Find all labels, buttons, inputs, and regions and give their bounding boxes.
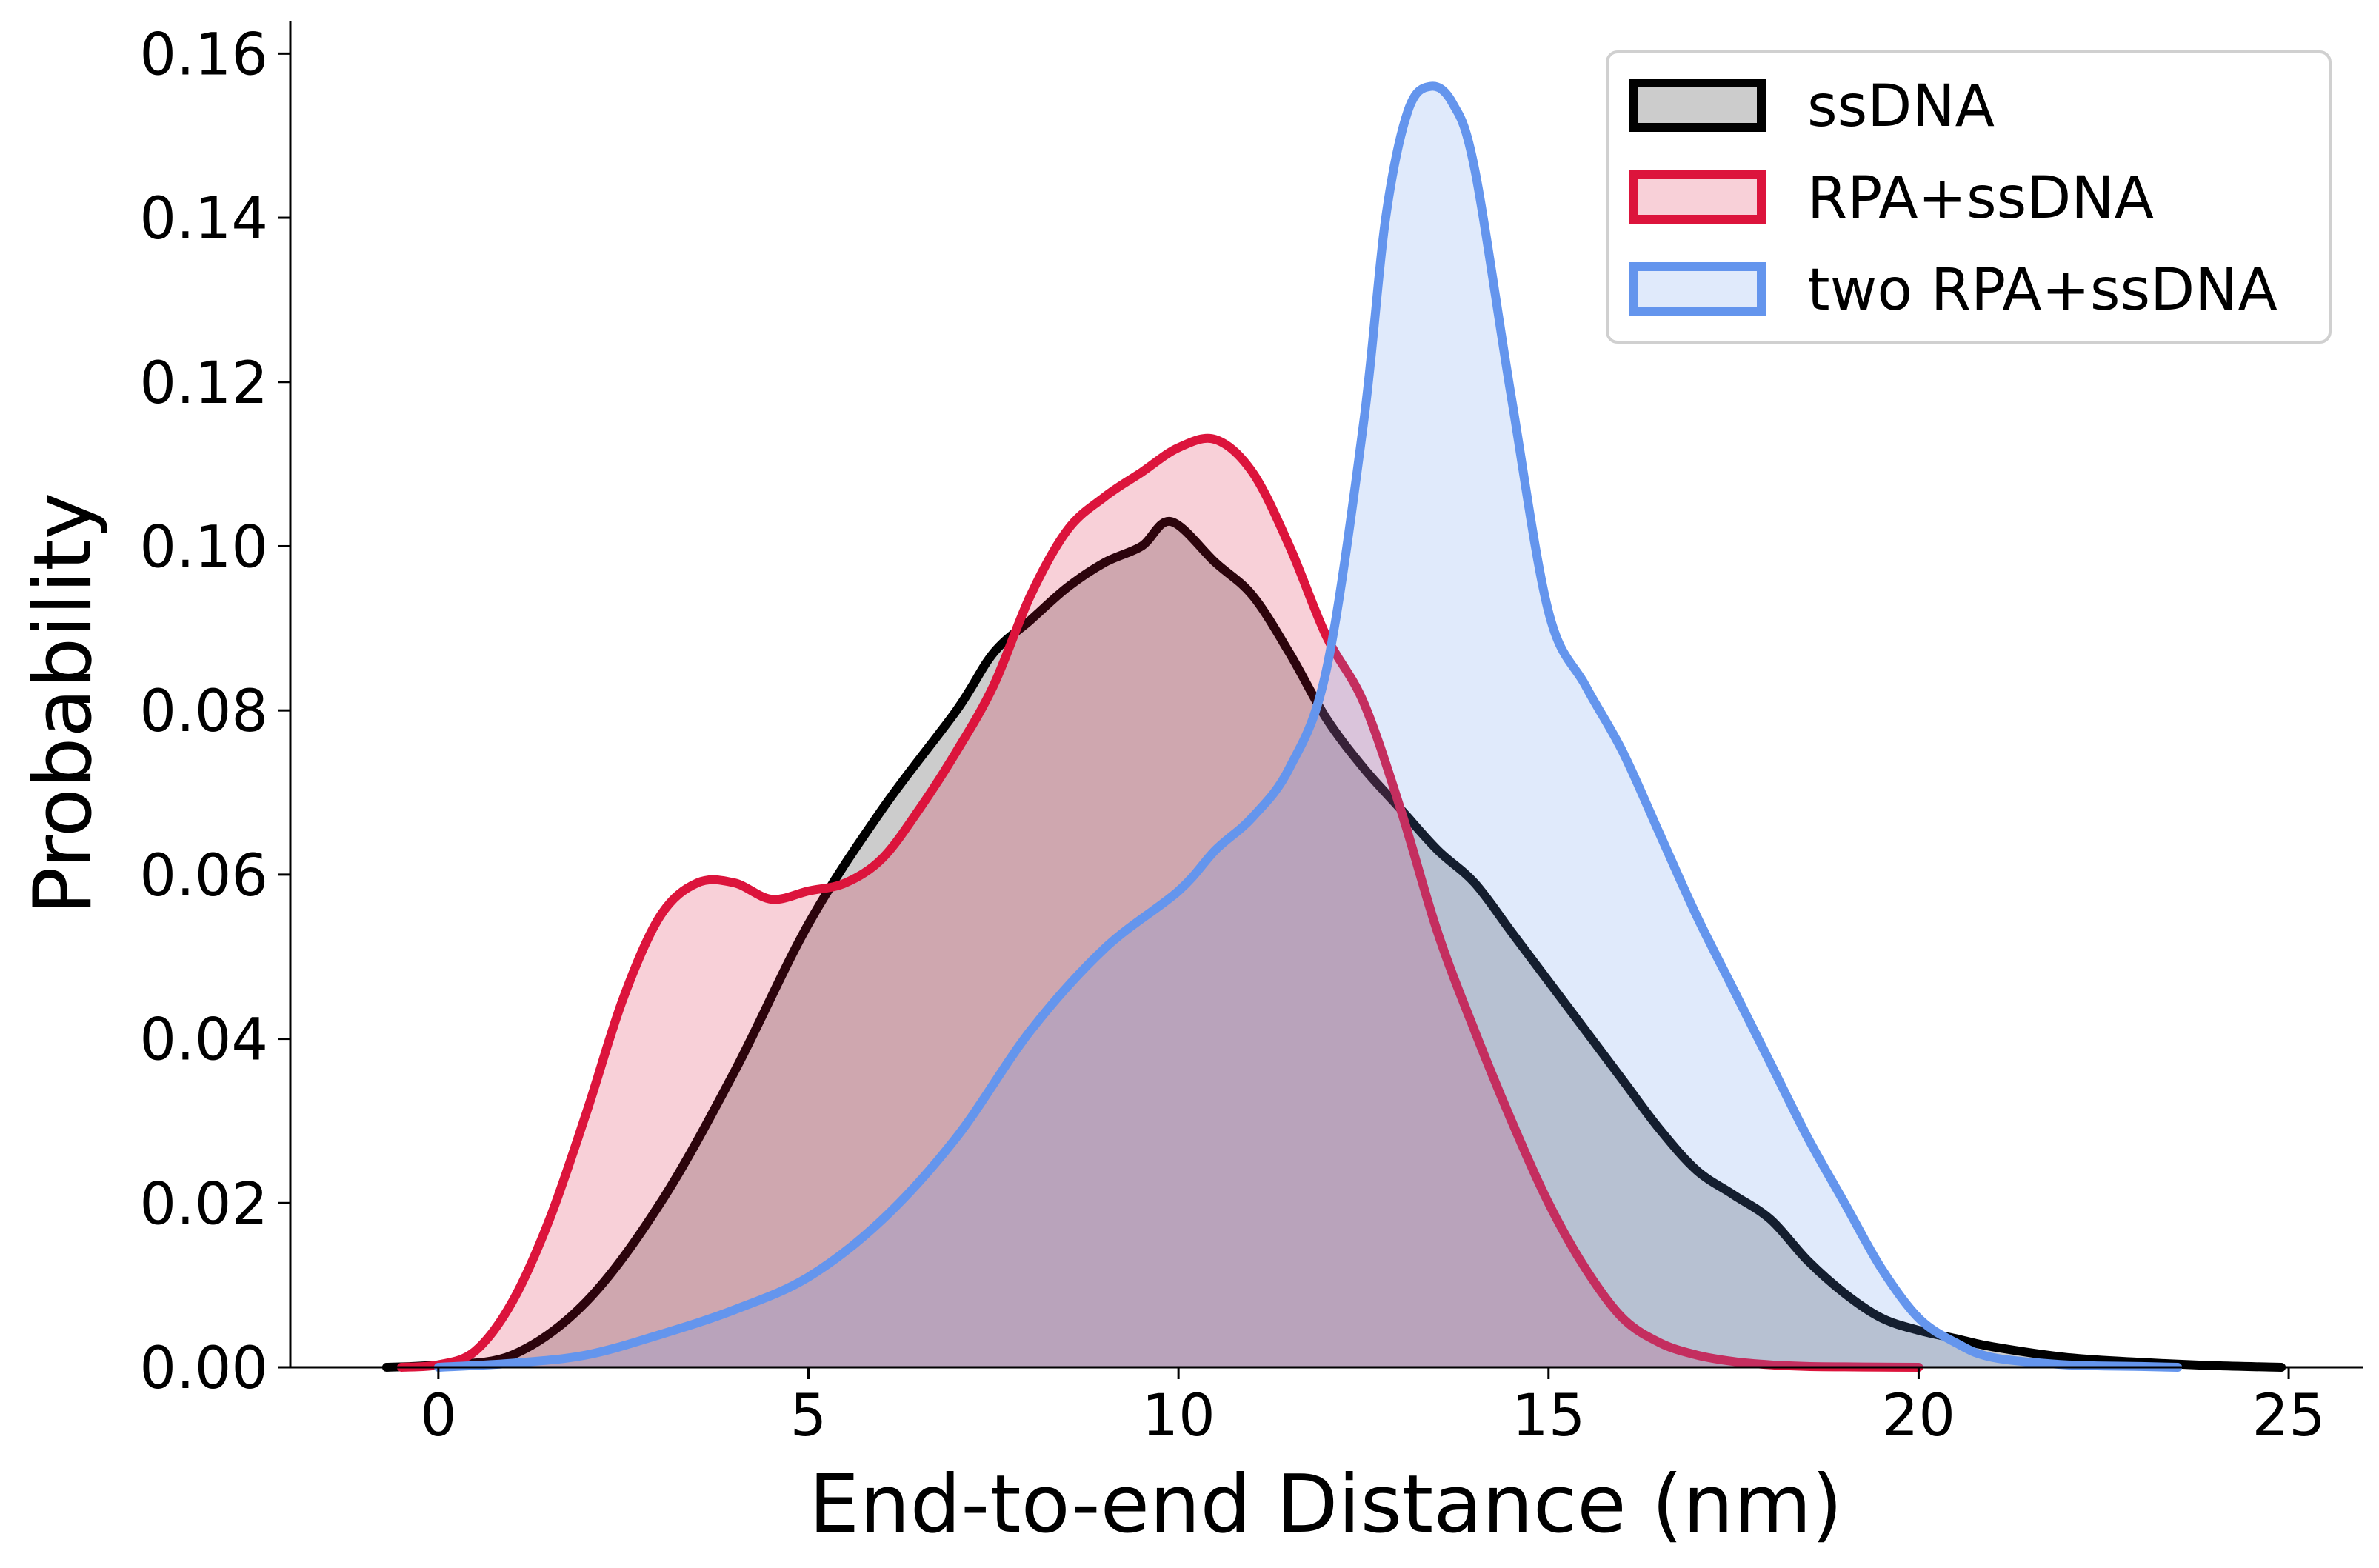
legend-swatch — [1629, 79, 1766, 132]
series-area-2 — [438, 86, 2178, 1368]
y-tick-label: 0.08 — [139, 678, 268, 745]
y-tick-label: 0.00 — [139, 1335, 268, 1402]
series-line-1 — [396, 433, 1923, 1372]
legend-label: RPA+ssDNA — [1807, 165, 2154, 232]
y-tick-label: 0.10 — [139, 514, 268, 581]
y-tick-label: 0.16 — [139, 21, 268, 88]
y-tick-label: 0.02 — [139, 1171, 268, 1238]
legend-swatch-bg — [1634, 267, 1761, 311]
series-line-2 — [433, 81, 2183, 1372]
x-axis-title: End-to-end Distance (nm) — [809, 1458, 1843, 1551]
legend: ssDNA RPA+ssDNA two RPA+ssDNA — [1606, 50, 2332, 344]
x-tick-label: 20 — [1882, 1383, 1955, 1449]
legend-frame — [1606, 50, 2332, 344]
legend-entry-0: ssDNA — [1629, 73, 1995, 140]
legend-entry-1: RPA+ssDNA — [1629, 165, 2154, 232]
series-layer — [381, 81, 2286, 1372]
legend-label: two RPA+ssDNA — [1807, 257, 2278, 324]
y-tick-label: 0.06 — [139, 843, 268, 910]
series-area-0 — [386, 521, 2282, 1367]
x-tick-label: 5 — [790, 1383, 827, 1449]
legend-swatch-bg — [1634, 83, 1761, 127]
x-tick-label: 25 — [2252, 1383, 2325, 1449]
y-tick-label: 0.12 — [139, 350, 268, 417]
legend-label: ssDNA — [1807, 73, 1995, 140]
legend-swatch-bg — [1634, 175, 1761, 219]
legend-entry-2: two RPA+ssDNA — [1629, 257, 2278, 324]
x-tick-label: 15 — [1512, 1383, 1585, 1449]
x-tick-label: 10 — [1142, 1383, 1215, 1449]
y-tick-label: 0.14 — [139, 186, 268, 253]
y-axis-title: Probability — [17, 493, 110, 915]
legend-entries: ssDNA RPA+ssDNA two RPA+ssDNA — [1629, 73, 2278, 324]
x-tick-label: 0 — [420, 1383, 457, 1449]
legend-swatch — [1629, 262, 1766, 316]
legend-swatch — [1629, 170, 1766, 224]
series-line-0 — [381, 517, 2286, 1372]
y-tick-label: 0.04 — [139, 1007, 268, 1074]
ticks-layer: 0 5 10 15 20 25 0.00 0.02 0.04 0.06 0.08 0.10 0.12 0.… — [139, 21, 2325, 1449]
